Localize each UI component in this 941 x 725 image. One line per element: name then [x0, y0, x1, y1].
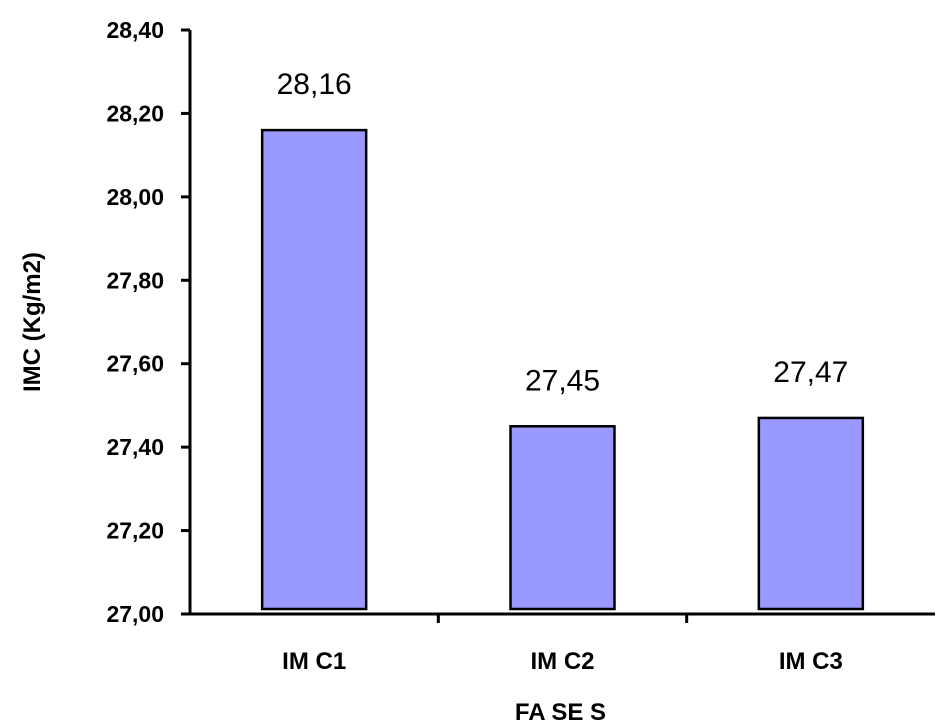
- y-tick-label: 27,20: [106, 518, 164, 544]
- y-tick-label: 28,00: [106, 184, 164, 210]
- bar-1: [260, 128, 368, 611]
- bar-2: [509, 425, 616, 611]
- bars: [260, 128, 865, 611]
- x-category-label: IM C3: [779, 648, 843, 675]
- y-tick-label: 27,80: [106, 267, 164, 293]
- x-axis-title: FA SE S: [515, 699, 606, 725]
- data-labels: 28,16 27,45 27,47: [277, 68, 849, 397]
- y-tick-label: 27,40: [106, 434, 164, 460]
- x-category-label: IM C1: [282, 648, 346, 675]
- y-axis-ticks: 27,00 27,20 27,40 27,60 27,80 28,00 28,20 28,40: [106, 17, 190, 627]
- bar-3: [757, 416, 865, 611]
- y-tick-label: 27,00: [106, 601, 164, 627]
- y-tick-label: 27,60: [106, 351, 164, 377]
- data-label-3: 27,47: [773, 356, 848, 389]
- y-tick-label: 28,20: [106, 100, 164, 126]
- data-label-1: 28,16: [277, 68, 352, 101]
- y-axis-title: IMC (Kg/m2): [19, 252, 46, 392]
- data-label-2: 27,45: [525, 364, 600, 397]
- x-axis-ticks: IM C1 IM C2 IM C3: [282, 614, 843, 675]
- x-category-label: IM C2: [530, 648, 594, 675]
- y-tick-label: 28,40: [106, 17, 164, 43]
